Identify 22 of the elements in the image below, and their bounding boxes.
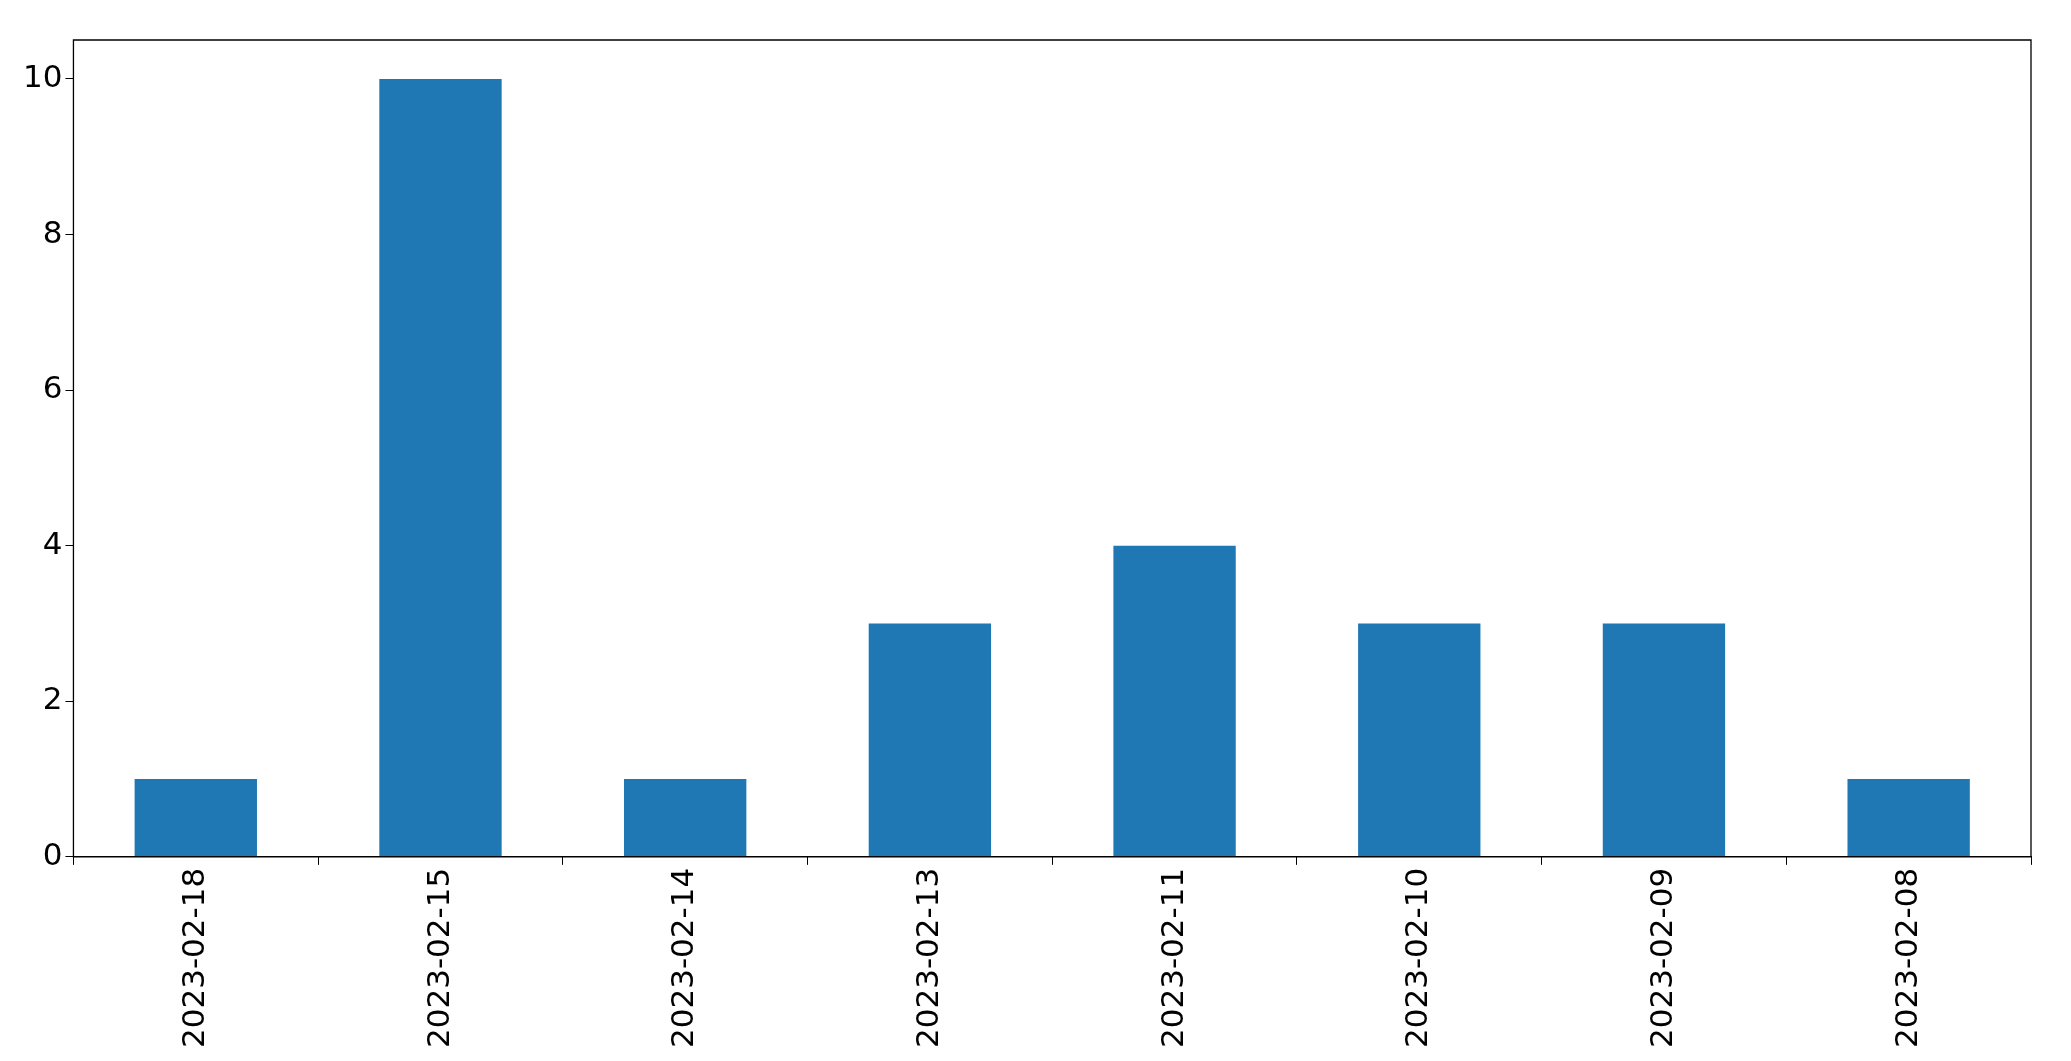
bar — [1358, 623, 1481, 857]
x-tick-label: 2023-02-09 — [1643, 867, 1680, 1049]
x-tick-label: 2023-02-11 — [1153, 867, 1190, 1049]
bar — [379, 78, 502, 857]
x-tick-label: 2023-02-14 — [664, 867, 701, 1049]
y-tick-label: 0 — [42, 835, 63, 872]
bar — [134, 779, 257, 857]
x-tick-label: 2023-02-15 — [419, 867, 456, 1049]
x-tick-label: 2023-02-10 — [1398, 867, 1435, 1049]
y-tick-label: 10 — [22, 57, 63, 94]
x-tick-label: 2023-02-18 — [174, 867, 211, 1049]
bar — [868, 623, 992, 857]
bar — [1113, 545, 1236, 857]
y-tick-label: 6 — [42, 369, 63, 406]
bar — [1847, 779, 1970, 857]
bar — [1602, 623, 1726, 857]
y-tick-label: 2 — [42, 680, 63, 717]
y-tick-label: 8 — [42, 213, 63, 250]
x-tick-label: 2023-02-08 — [1887, 867, 1924, 1049]
x-tick-label: 2023-02-13 — [908, 867, 945, 1049]
bar — [624, 779, 747, 857]
y-tick-label: 4 — [42, 524, 63, 561]
